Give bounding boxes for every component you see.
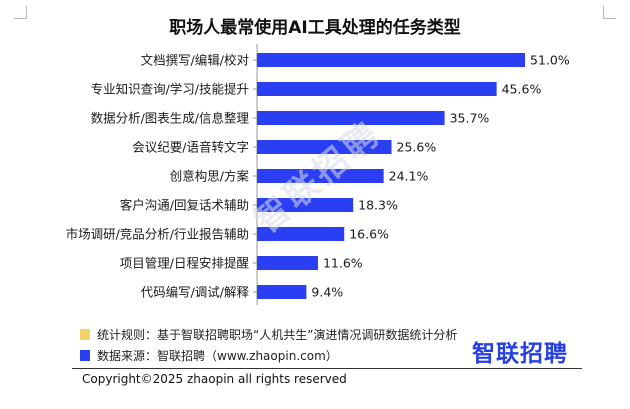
bar-value-label: 11.6% (323, 256, 363, 271)
method-note-text: 统计规则：基于智联招聘职场“人机共生”演进情况调研数据统计分析 (97, 328, 458, 342)
bar-value-label: 25.6% (397, 140, 437, 155)
category-label: 专业知识查询/学习/技能提升 (91, 82, 249, 97)
crop-corner-right (603, 6, 616, 19)
bar (257, 285, 307, 299)
bar (257, 53, 525, 67)
category-label: 创意构思/方案 (170, 169, 250, 184)
chart-title: 职场人最常使用AI工具处理的任务类型 (169, 18, 461, 38)
bar-chart: 文档撰写/编辑/校对 51.0% 专业知识查询/学习/技能提升 45.6% 数据分析/图… (66, 44, 570, 305)
footer-divider (72, 368, 582, 369)
bar (257, 256, 318, 270)
bar (257, 169, 384, 183)
source-marker (80, 350, 90, 361)
crop-corner-left (14, 6, 27, 19)
bar-value-label: 35.7% (450, 111, 490, 126)
category-label: 项目管理/日程安排提醒 (120, 256, 250, 271)
bar-value-label: 18.3% (358, 198, 398, 213)
source-note-text: 数据来源：智联招聘（www.zhaopin.com） (97, 349, 338, 363)
source-note: 数据来源：智联招聘（www.zhaopin.com） (80, 347, 338, 364)
category-label: 数据分析/图表生成/信息整理 (91, 111, 250, 126)
bar-value-label: 9.4% (311, 285, 343, 300)
method-note: 统计规则：基于智联招聘职场“人机共生”演进情况调研数据统计分析 (80, 326, 457, 343)
category-label: 市场调研/竞品分析/行业报告辅助 (66, 227, 249, 242)
category-label: 代码编写/调试/解释 (141, 285, 250, 300)
bar (257, 111, 445, 125)
bar-value-label: 16.6% (349, 227, 389, 242)
bar-value-label: 51.0% (530, 53, 570, 68)
method-marker (80, 329, 90, 340)
bar (257, 140, 392, 154)
bar (257, 82, 497, 96)
bar (257, 227, 345, 241)
category-label: 会议纪要/语音转文字 (132, 140, 249, 155)
copyright-text: Copyright©2025 zhaopin all rights reserv… (82, 372, 347, 386)
brand-logo: 智联招聘 (472, 341, 568, 367)
category-label: 文档撰写/编辑/校对 (141, 53, 249, 68)
category-label: 客户沟通/回复话术辅助 (120, 198, 249, 213)
bar (257, 198, 354, 212)
bar-value-label: 24.1% (389, 169, 429, 184)
bar-value-label: 45.6% (502, 82, 542, 97)
